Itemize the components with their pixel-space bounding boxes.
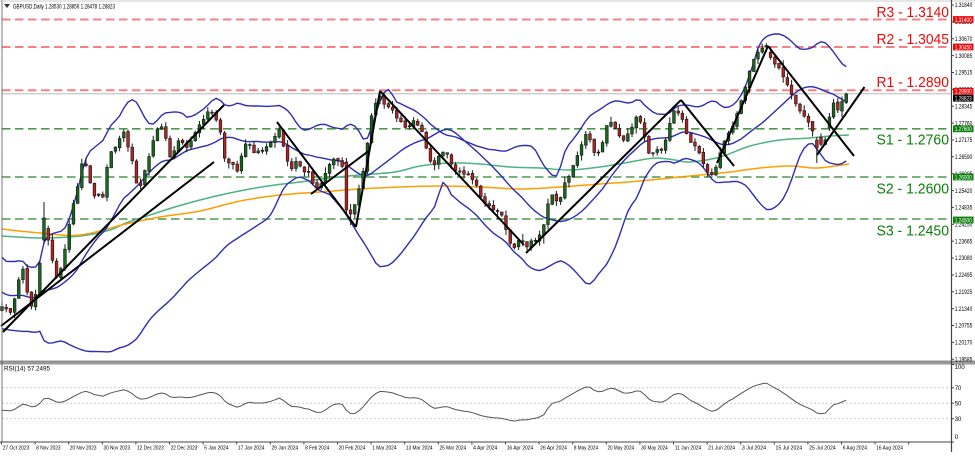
svg-text:1.28900: 1.28900 — [955, 90, 973, 96]
svg-text:1.31400: 1.31400 — [955, 18, 973, 24]
svg-text:1.30450: 1.30450 — [955, 45, 973, 51]
svg-text:20 May 2024: 20 May 2024 — [608, 445, 635, 451]
svg-text:R1 - 1.2890: R1 - 1.2890 — [877, 75, 950, 91]
svg-text:R3 - 1.3140: R3 - 1.3140 — [877, 5, 950, 21]
svg-text:30 Nov 2023: 30 Nov 2023 — [104, 445, 131, 451]
svg-text:1.27600: 1.27600 — [955, 127, 973, 133]
svg-text:1.25420: 1.25420 — [955, 189, 973, 195]
svg-text:13 Mar 2024: 13 Mar 2024 — [406, 445, 433, 451]
svg-text:1.24835: 1.24835 — [955, 206, 973, 212]
svg-text:1.26590: 1.26590 — [955, 155, 973, 161]
svg-text:1.20170: 1.20170 — [955, 341, 973, 347]
svg-text:1.24250: 1.24250 — [955, 223, 973, 229]
svg-text:1.19585: 1.19585 — [955, 358, 973, 364]
svg-text:21 Jun 2024: 21 Jun 2024 — [708, 445, 735, 451]
svg-text:27 Oct 2023: 27 Oct 2023 — [3, 445, 30, 451]
svg-text:S1 - 1.2760: S1 - 1.2760 — [877, 132, 950, 148]
svg-text:8 Nov 2023: 8 Nov 2023 — [36, 445, 61, 451]
svg-text:5 Jan 2024: 5 Jan 2024 — [204, 445, 229, 451]
svg-text:15 Jul 2024: 15 Jul 2024 — [776, 445, 803, 451]
svg-text:1.31840: 1.31840 — [955, 3, 973, 9]
svg-text:1.22495: 1.22495 — [955, 273, 973, 279]
svg-text:16 Apr 2024: 16 Apr 2024 — [507, 445, 534, 451]
svg-text:25 Jul 2024: 25 Jul 2024 — [809, 445, 836, 451]
svg-text:8 Feb 2024: 8 Feb 2024 — [305, 445, 330, 451]
svg-text:70: 70 — [955, 386, 962, 392]
svg-text:1.23080: 1.23080 — [955, 256, 973, 262]
svg-text:29 Jan 2024: 29 Jan 2024 — [272, 445, 299, 451]
svg-text:1.27175: 1.27175 — [955, 138, 973, 144]
svg-text:S3 - 1.2450: S3 - 1.2450 — [877, 223, 950, 239]
svg-text:1.23665: 1.23665 — [955, 239, 973, 245]
svg-text:8 May 2024: 8 May 2024 — [574, 445, 599, 451]
svg-text:17 Jan 2024: 17 Jan 2024 — [238, 445, 265, 451]
svg-text:1.30085: 1.30085 — [955, 54, 973, 60]
svg-text:30 May 2024: 30 May 2024 — [641, 445, 668, 451]
svg-text:20 Feb 2024: 20 Feb 2024 — [339, 445, 366, 451]
svg-text:1.30670: 1.30670 — [955, 37, 973, 43]
svg-text:3 Jul 2024: 3 Jul 2024 — [742, 445, 767, 451]
svg-text:1.29515: 1.29515 — [955, 71, 973, 77]
svg-text:12 Dec 2023: 12 Dec 2023 — [137, 445, 164, 451]
svg-text:22 Dec 2023: 22 Dec 2023 — [171, 445, 198, 451]
svg-text:RSI(14) 57.2495: RSI(14) 57.2495 — [4, 365, 50, 372]
svg-text:6 Aug 2024: 6 Aug 2024 — [843, 445, 868, 451]
svg-text:1.20755: 1.20755 — [955, 324, 973, 330]
svg-text:100: 100 — [955, 365, 966, 371]
svg-text:16 Aug 2024: 16 Aug 2024 — [876, 445, 903, 451]
svg-text:25 Mar 2024: 25 Mar 2024 — [440, 445, 467, 451]
svg-text:50: 50 — [955, 401, 962, 407]
svg-text:1.31255: 1.31255 — [955, 20, 973, 26]
svg-text:1.27760: 1.27760 — [955, 121, 973, 127]
svg-text:1.24500: 1.24500 — [955, 218, 973, 224]
svg-text:0: 0 — [955, 435, 959, 441]
svg-text:20 Nov 2023: 20 Nov 2023 — [70, 445, 97, 451]
svg-text:26 Apr 2024: 26 Apr 2024 — [540, 445, 567, 451]
svg-text:1.26000: 1.26000 — [955, 175, 973, 181]
svg-text:11 Jun 2024: 11 Jun 2024 — [675, 445, 702, 451]
svg-text:4 Apr 2024: 4 Apr 2024 — [473, 445, 498, 451]
svg-text:1.21925: 1.21925 — [955, 290, 973, 296]
svg-text:1.28823: 1.28823 — [955, 97, 973, 103]
svg-text:1.28345: 1.28345 — [955, 104, 973, 110]
svg-text:1.21340: 1.21340 — [955, 307, 973, 313]
svg-text:30: 30 — [955, 417, 962, 423]
svg-text:GBPUSD,Daily 1.28530 1.28856: GBPUSD,Daily 1.28530 1.28856 1.28478 1.2… — [13, 4, 115, 11]
svg-text:1 Mar 2024: 1 Mar 2024 — [372, 445, 397, 451]
svg-text:S2 - 1.2600: S2 - 1.2600 — [877, 181, 950, 197]
svg-text:R2 - 1.3045: R2 - 1.3045 — [877, 32, 950, 48]
